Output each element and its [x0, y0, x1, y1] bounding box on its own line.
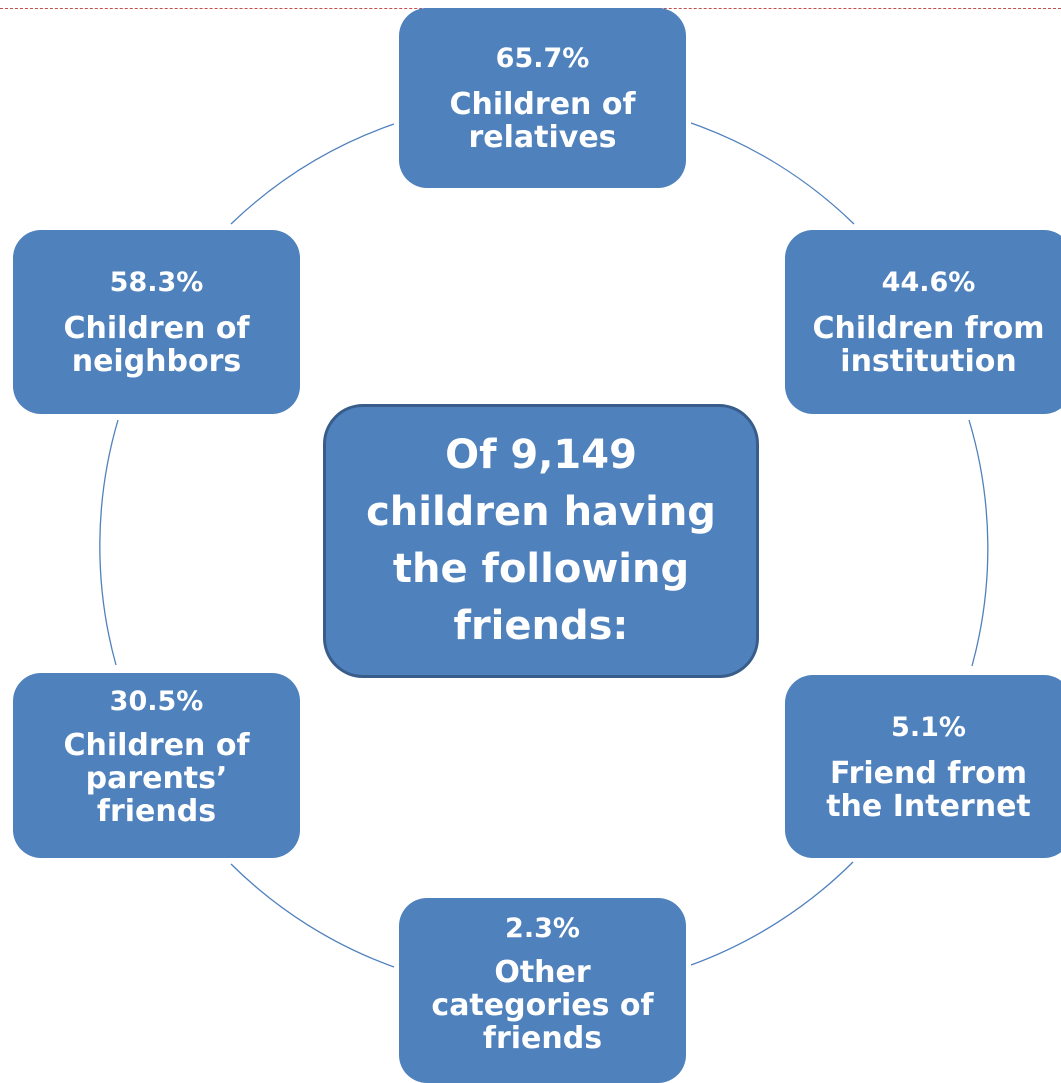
node-label: Friend from the Internet — [804, 757, 1054, 823]
node-label: Children from institution — [794, 312, 1061, 378]
center-text-line: children having — [366, 484, 716, 541]
ring-arc-bottom-right — [691, 862, 853, 965]
center-text-line: Of 9,149 — [445, 427, 637, 484]
ring-arc-right — [969, 420, 988, 666]
node-children-of-relatives: 65.7% Children of relatives — [399, 8, 686, 188]
node-percent: 2.3% — [505, 912, 580, 946]
node-percent: 5.1% — [891, 711, 966, 745]
node-percent: 58.3% — [110, 266, 204, 300]
node-friend-from-internet: 5.1% Friend from the Internet — [785, 675, 1061, 858]
node-percent: 44.6% — [882, 266, 976, 300]
node-other-categories: 2.3% Other categories of friends — [399, 898, 686, 1083]
center-text-line: the following — [393, 541, 689, 598]
node-label: Other categories of friends — [423, 956, 663, 1055]
node-percent: 30.5% — [110, 685, 204, 719]
node-label: Children of neighbors — [37, 312, 277, 378]
center-node: Of 9,149 children having the following f… — [323, 404, 759, 678]
node-label: Children of parents’ friends — [42, 729, 272, 828]
ring-arc-left — [100, 420, 118, 665]
ring-arc-bottom-left — [231, 864, 394, 967]
node-percent: 65.7% — [496, 42, 590, 76]
center-text-line: friends: — [454, 598, 629, 655]
node-children-of-parents-friends: 30.5% Children of parents’ friends — [13, 673, 300, 858]
ring-arc-top-right — [691, 123, 854, 224]
node-label: Children of relatives — [428, 88, 658, 154]
ring-arc-top-left — [231, 124, 394, 224]
node-children-from-institution: 44.6% Children from institution — [785, 230, 1061, 414]
node-children-of-neighbors: 58.3% Children of neighbors — [13, 230, 300, 414]
